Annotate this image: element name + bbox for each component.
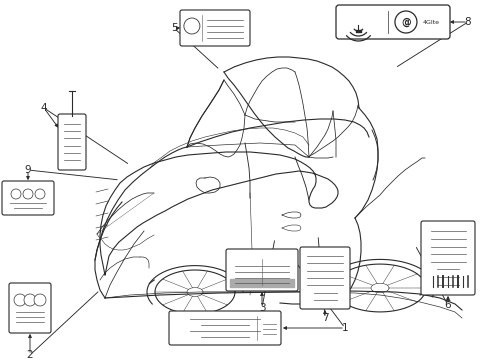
Text: 7: 7 <box>321 313 327 323</box>
FancyBboxPatch shape <box>2 181 54 215</box>
Circle shape <box>394 11 416 33</box>
Circle shape <box>11 189 21 199</box>
Circle shape <box>35 189 45 199</box>
Text: 5: 5 <box>170 23 177 33</box>
FancyBboxPatch shape <box>180 10 249 46</box>
Circle shape <box>14 294 26 306</box>
Text: 8: 8 <box>464 17 470 27</box>
FancyBboxPatch shape <box>299 247 349 309</box>
Text: 4: 4 <box>41 103 47 113</box>
Text: 4Glte: 4Glte <box>422 19 438 24</box>
Text: @: @ <box>400 17 410 27</box>
Text: 6: 6 <box>444 300 450 310</box>
Circle shape <box>24 294 36 306</box>
Circle shape <box>183 18 200 34</box>
FancyBboxPatch shape <box>335 5 449 39</box>
Circle shape <box>34 294 46 306</box>
FancyBboxPatch shape <box>169 311 281 345</box>
FancyBboxPatch shape <box>225 249 297 291</box>
FancyBboxPatch shape <box>9 283 51 333</box>
FancyBboxPatch shape <box>58 114 86 170</box>
Text: 9: 9 <box>24 165 31 175</box>
Text: 3: 3 <box>258 303 265 313</box>
FancyBboxPatch shape <box>420 221 474 295</box>
Circle shape <box>23 189 33 199</box>
Text: 2: 2 <box>27 350 33 360</box>
Text: 1: 1 <box>341 323 347 333</box>
